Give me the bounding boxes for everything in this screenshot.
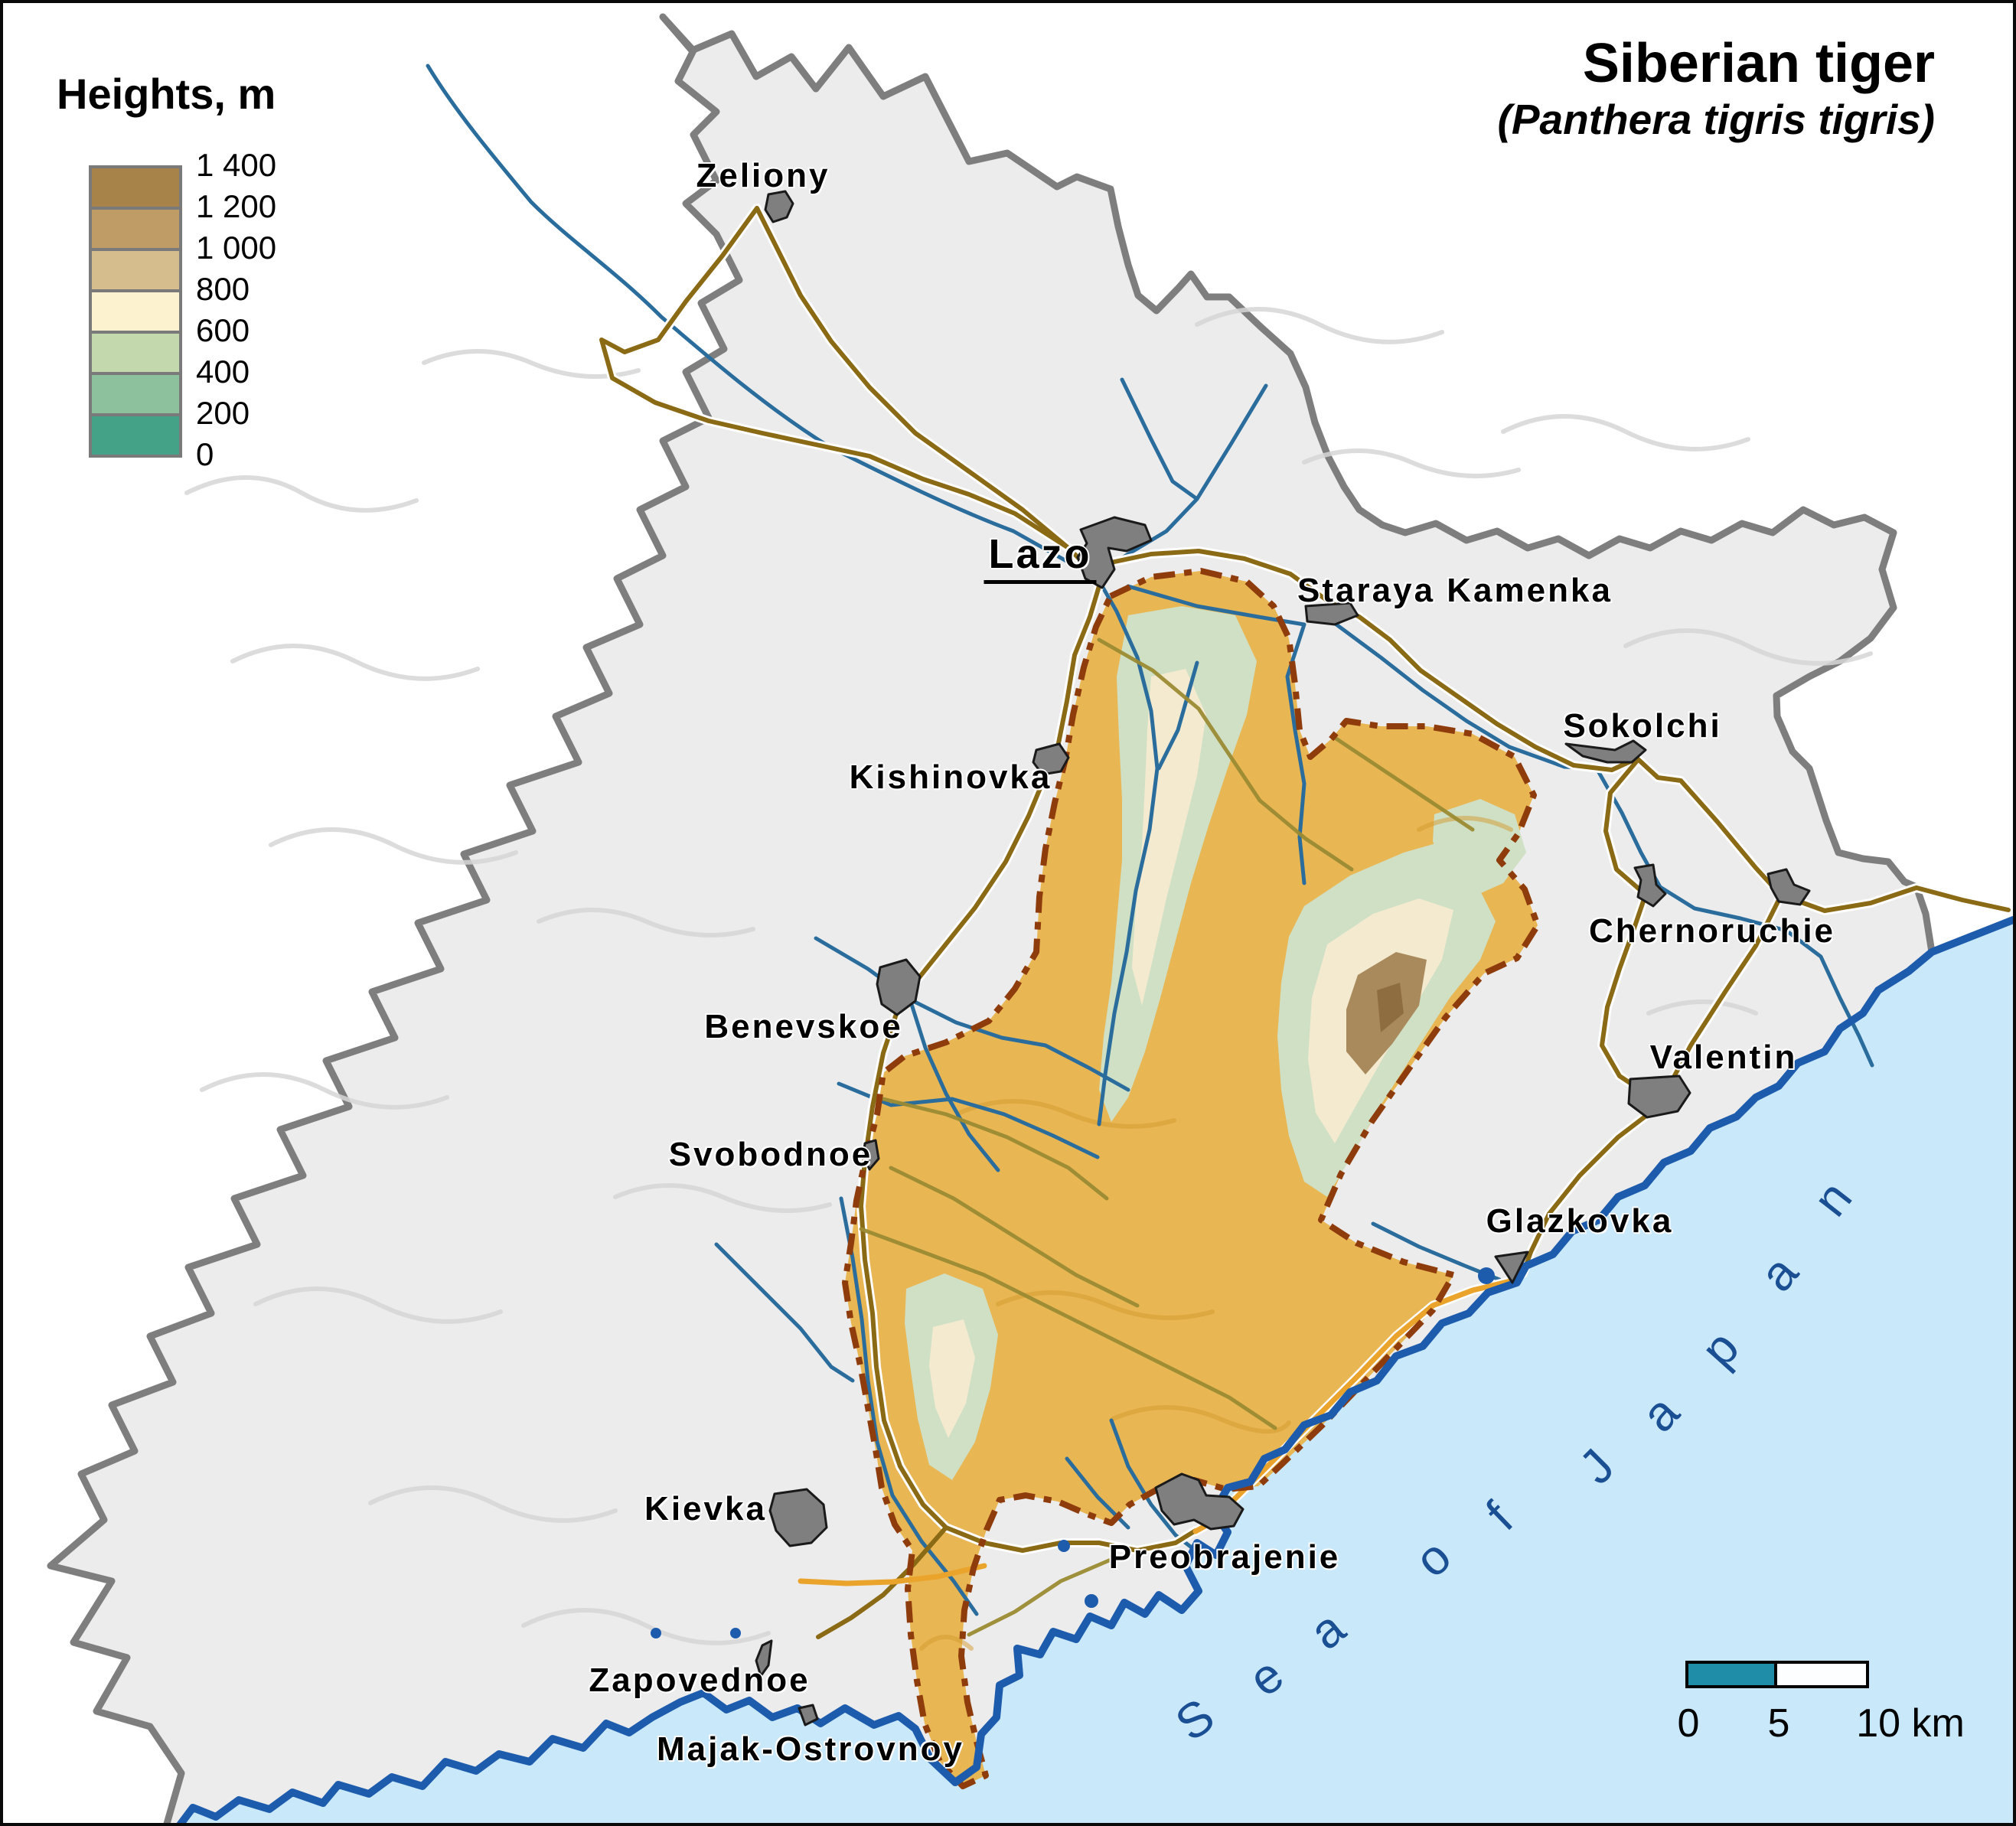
- town-chernoruchie-east: [1766, 868, 1811, 906]
- place-label-zapovednoe: Zapovednoe: [589, 1661, 811, 1699]
- place-label-glazkovka: Glazkovka: [1486, 1202, 1674, 1240]
- towns-layer: [755, 190, 1811, 1727]
- town-majak-ostrovnoy: [798, 1704, 819, 1727]
- islands-layer: [651, 1267, 1495, 1639]
- place-label-preobrajenie: Preobrajenie: [1108, 1538, 1341, 1576]
- coastline: [175, 915, 2013, 1823]
- roads-layer: [599, 206, 2011, 1639]
- legend-swatch-2: [89, 248, 182, 292]
- place-label-lazo: Lazo: [984, 530, 1097, 584]
- legend-heading: Heights, m: [57, 70, 276, 118]
- town-lazo: [1076, 516, 1153, 589]
- place-label-sokolchi: Sokolchi: [1563, 707, 1722, 745]
- legend-swatch-0: [89, 165, 182, 210]
- place-label-kievka: Kievka: [644, 1490, 767, 1528]
- range-hillshade: [919, 816, 1513, 1651]
- legend-tick-3: 800: [196, 271, 250, 307]
- place-label-benevskoe: Benevskoe: [704, 1008, 903, 1045]
- town-glazkovka: [1494, 1250, 1529, 1284]
- map-title: Siberian tiger: [1582, 33, 1935, 94]
- town-staraya-kamenka: [1304, 602, 1359, 626]
- legend-swatch-4: [89, 331, 182, 375]
- town-preobrajenie: [1154, 1472, 1245, 1531]
- legend-tick-1: 1 200: [196, 188, 277, 224]
- scale-tick-2: 10 km: [1856, 1701, 1965, 1746]
- legend-swatch-3: [89, 289, 182, 334]
- trails-layer: [859, 637, 1475, 1637]
- scale-bar: [1685, 1661, 1869, 1688]
- sea-region: [181, 920, 2013, 1823]
- place-label-staraya-kamenka: Staraya Kamenka: [1297, 572, 1613, 609]
- town-kishinovka: [1032, 742, 1070, 776]
- legend-tick-6: 200: [196, 395, 250, 431]
- scale-bar-fill: [1688, 1664, 1777, 1685]
- place-label-svobodnoe: Svobodnoe: [668, 1136, 873, 1173]
- map-subtitle: (Panthera tigris tigris): [1497, 95, 1935, 143]
- town-chernoruchie-west: [1633, 863, 1667, 908]
- town-benevskoe: [876, 958, 922, 1016]
- town-valentin: [1627, 1074, 1691, 1119]
- town-svobodnoe: [862, 1139, 880, 1171]
- place-label-kishinovka: Kishinovka: [849, 758, 1052, 796]
- legend-swatch-1: [89, 207, 182, 251]
- legend-tick-5: 400: [196, 354, 250, 390]
- map-canvas: [47, 13, 2013, 1823]
- legend-swatch-5: [89, 372, 182, 416]
- scale-tick-1: 5: [1767, 1701, 1790, 1746]
- legend-tick-0: 1 400: [196, 147, 277, 183]
- legend-tick-2: 1 000: [196, 230, 277, 266]
- town-kievka: [768, 1488, 828, 1547]
- legend-tick-4: 600: [196, 312, 250, 348]
- legend-swatches: [89, 165, 182, 458]
- place-label-valentin: Valentin: [1649, 1039, 1798, 1076]
- hillshade-layer: [184, 307, 1873, 1645]
- town-zapovednoe: [755, 1639, 773, 1678]
- legend-swatch-6: [89, 413, 182, 458]
- scale-tick-0: 0: [1677, 1701, 1700, 1746]
- elevation-tints: [905, 606, 1526, 1480]
- map-title-block: Siberian tiger (Panthera tigris tigris): [1497, 33, 1935, 145]
- place-label-majak-ostrovnoy: Majak-Ostrovnoy: [657, 1730, 964, 1768]
- place-label-chernoruchie: Chernoruchie: [1588, 912, 1836, 950]
- town-sokolchi: [1564, 739, 1647, 764]
- place-label-zeliony: Zeliony: [696, 157, 830, 194]
- legend-tick-labels: 1 400 1 200 1 000 800 600 400 200 0: [196, 147, 349, 487]
- legend-tick-7: 0: [196, 436, 214, 472]
- town-zeliony: [764, 190, 794, 223]
- tiger-range-border: [842, 568, 1541, 1789]
